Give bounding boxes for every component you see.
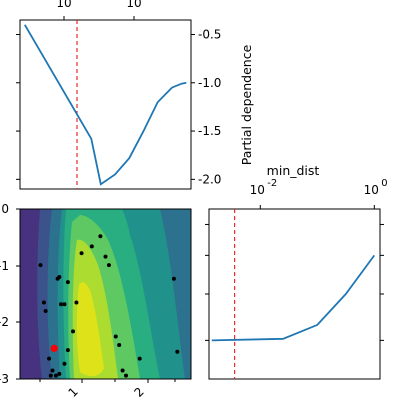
pd-top-xtick-label: 10 — [126, 0, 141, 10]
pd-top-ytick-label: -2.0 — [198, 172, 221, 186]
pd-top-ytick-label: -1.0 — [198, 76, 221, 90]
contour-sample-point — [120, 368, 125, 373]
contour-sample-point — [38, 263, 43, 268]
contour-sample-point — [98, 234, 103, 239]
pd-top-ytick-label: -1.5 — [198, 124, 221, 138]
contour-sample-point — [74, 300, 79, 305]
contour-frame — [19, 208, 192, 380]
pd-right-series-line — [211, 254, 376, 342]
contour-sample-point — [65, 348, 70, 353]
pd-right-yticks — [205, 223, 384, 341]
contour-ytick-label: -2 — [0, 315, 9, 329]
contour-sample-point — [62, 361, 67, 366]
pd-right-xlabel: min_dist — [267, 163, 320, 178]
pd-right-xtick-exponent: -2 — [267, 178, 277, 189]
contour-fill — [20, 209, 191, 379]
pd-top-ylabel: Partial dependence — [239, 44, 254, 165]
contour-plot: 0 -1 -2 -3 1 2 — [0, 202, 192, 400]
contour-sample-point — [171, 276, 176, 281]
contour-sample-point — [57, 275, 62, 279]
contour-sample-point — [103, 254, 108, 259]
contour-ytick-label: -1 — [0, 259, 9, 273]
pd-right-xtick-exponent: 0 — [381, 178, 387, 189]
contour-sample-point — [71, 329, 76, 334]
contour-band-7 — [76, 282, 104, 377]
pd-top-xtick-label: 10 — [56, 0, 71, 10]
pd-right-xticks: 10 -2 10 0 — [250, 178, 388, 209]
contour-sample-point — [89, 244, 94, 249]
contour-sample-point — [47, 356, 52, 361]
contour-sample-points — [38, 234, 180, 378]
partial-dependence-plot-right: 10 -2 10 0 min_dist — [205, 163, 388, 380]
contour-sample-point — [124, 373, 129, 378]
contour-sample-point — [43, 309, 48, 313]
contour-sample-point — [79, 251, 84, 256]
pd-top-ytick-label: -0.5 — [198, 27, 221, 41]
contour-sample-point — [113, 334, 118, 339]
pd-top-xticks: 10 10 — [56, 0, 142, 20]
contour-minimum-marker — [50, 344, 58, 352]
pd-right-xtick-label: 10 — [250, 183, 265, 197]
contour-sample-point — [50, 368, 55, 373]
contour-sample-point — [57, 371, 62, 376]
pd-right-xtick-label: 10 — [364, 183, 379, 197]
contour-sample-point — [175, 349, 180, 354]
contour-ytick-label: -3 — [0, 372, 9, 386]
contour-ytick-label: 0 — [1, 202, 9, 216]
contour-sample-point — [53, 373, 58, 378]
contour-sample-point — [106, 263, 111, 268]
contour-sample-point — [117, 343, 122, 347]
contour-sample-point — [65, 280, 70, 285]
pd-top-frame — [19, 19, 192, 190]
contour-xtick-label: 1 — [66, 385, 81, 400]
contour-sample-point — [137, 356, 142, 361]
contour-sample-point — [41, 300, 46, 305]
pd-top-yticks: -0.5 -1.0 -1.5 -2.0 — [16, 27, 221, 186]
contour-sample-point — [48, 373, 53, 378]
contour-sample-point — [62, 302, 67, 307]
partial-dependence-plot-top: -0.5 -1.0 -1.5 -2.0 10 10 Partial dependence — [16, 0, 254, 190]
contour-sample-point — [59, 302, 64, 307]
contour-xtick-label: 2 — [132, 385, 147, 400]
pd-top-series-line — [24, 24, 187, 186]
